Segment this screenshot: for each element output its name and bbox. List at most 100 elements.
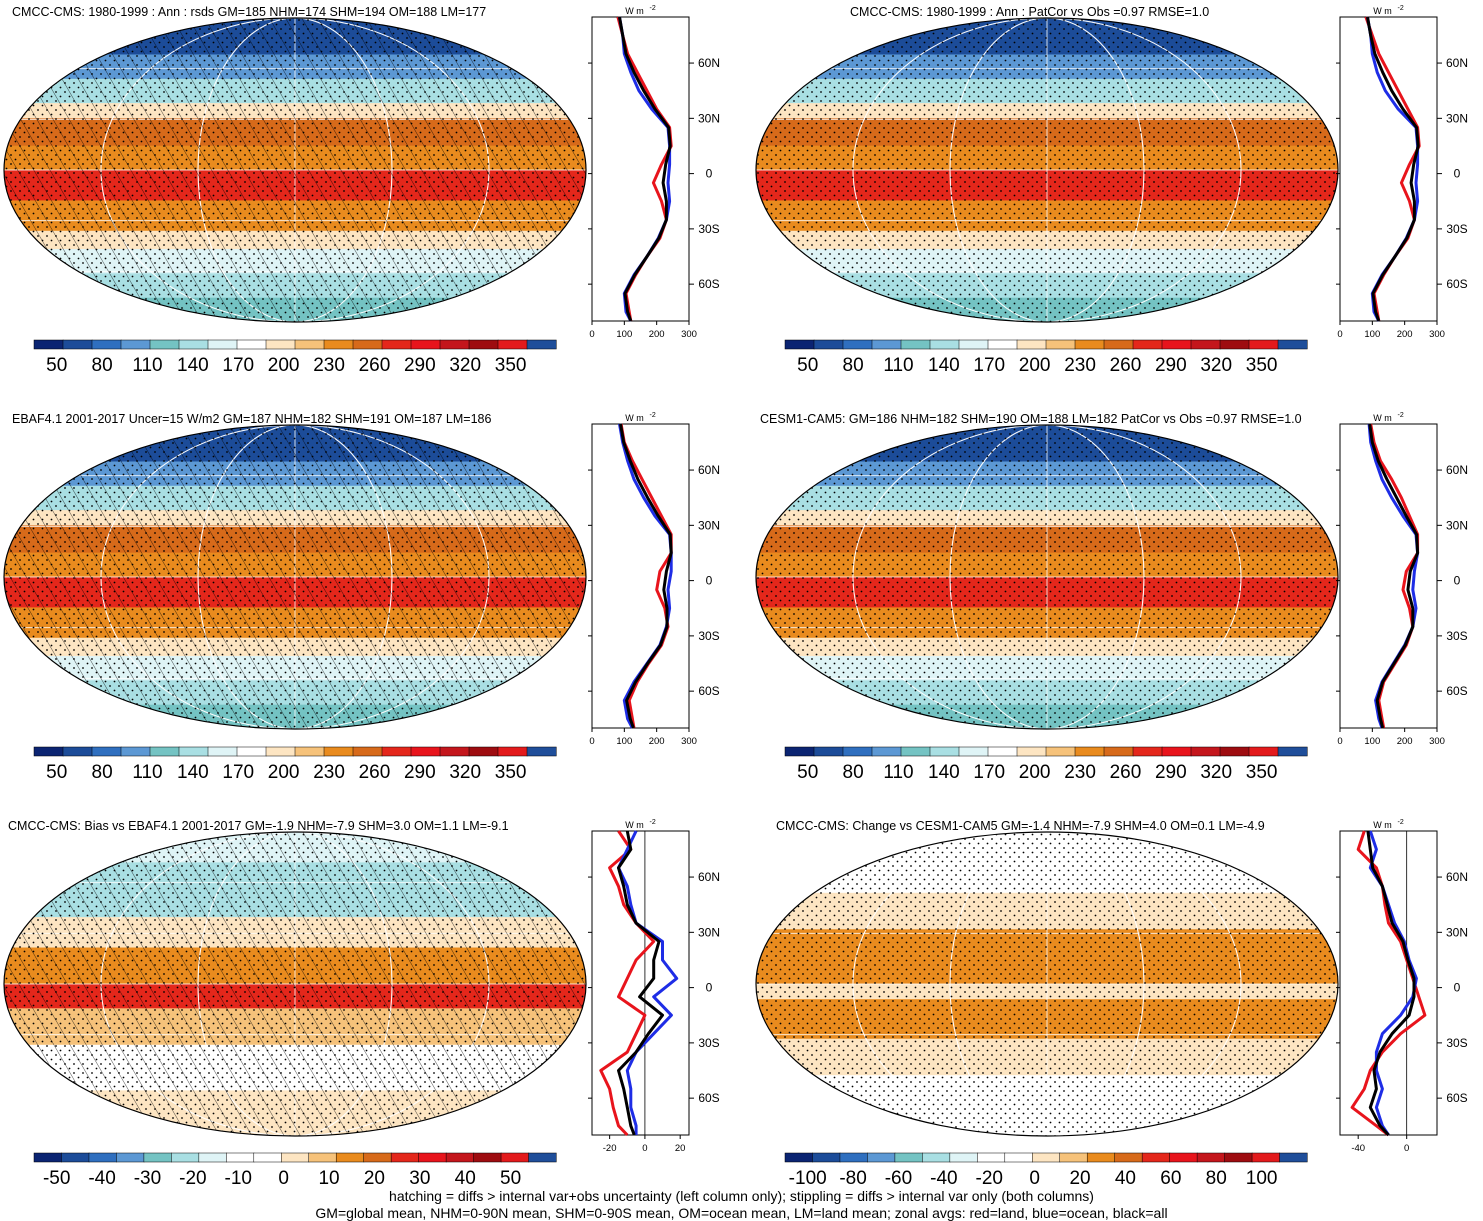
colorbar-tick-label: 80 xyxy=(1206,1168,1227,1189)
lat-tick-label: 30N xyxy=(1446,925,1468,939)
colorbar-swatch xyxy=(1086,1152,1116,1163)
colorbar-swatch xyxy=(1251,1152,1281,1163)
zonal-series-black xyxy=(617,830,664,1136)
colorbar-swatch xyxy=(281,1152,310,1163)
lat-tick-label: 60S xyxy=(698,277,719,291)
colorbar-swatch xyxy=(1103,746,1134,757)
zonal-series-red xyxy=(599,830,656,1137)
lat-tick-label: 0 xyxy=(706,981,713,995)
colorbar-swatch xyxy=(1190,339,1221,350)
colorbar-tick-label: 230 xyxy=(313,355,345,376)
colorbar-tick-label: 170 xyxy=(973,355,1005,376)
colorbar-swatch xyxy=(1132,339,1163,350)
panel-title: CESM1-CAM5: GM=186 NHM=182 SHM=190 OM=18… xyxy=(760,412,1302,426)
lat-tick-label: 30N xyxy=(698,925,720,939)
x-tick-label: 100 xyxy=(616,329,632,340)
colorbar-tick-label: -10 xyxy=(225,1168,252,1189)
global-map xyxy=(755,831,1339,1137)
colorbar-tick-label: 80 xyxy=(92,762,113,783)
colorbar-tick-label: -20 xyxy=(976,1168,1003,1189)
lat-tick-label: 0 xyxy=(1454,981,1461,995)
zonal-series-black xyxy=(618,16,672,322)
colorbar-tick-label: 350 xyxy=(495,355,527,376)
colorbar-tick-label: -80 xyxy=(839,1168,866,1189)
global-map xyxy=(755,424,1339,730)
zonal-series-blue xyxy=(618,423,673,729)
colorbar-swatch xyxy=(410,339,441,350)
colorbar-tick-label: 60 xyxy=(1160,1168,1181,1189)
colorbar-swatch xyxy=(949,1152,978,1163)
units-label: W m xyxy=(625,6,644,16)
colorbar-tick-label: 320 xyxy=(1200,762,1232,783)
colorbar-swatch xyxy=(497,339,528,350)
colorbar-swatch xyxy=(91,746,122,757)
lat-tick-label: 60S xyxy=(698,1091,719,1105)
x-tick-label: -20 xyxy=(603,1143,617,1154)
colorbar-swatch xyxy=(1074,339,1105,350)
lat-tick-label: 60N xyxy=(698,870,720,884)
colorbar-tick-label: 170 xyxy=(222,762,254,783)
colorbar-swatch xyxy=(842,339,873,350)
colorbar-tick-label: -20 xyxy=(179,1168,206,1189)
colorbar-swatch xyxy=(528,1152,557,1163)
colorbar: 50 80 110 140 170 200 230 260 290 320 350 xyxy=(784,746,1308,783)
colorbar-swatch xyxy=(149,339,180,350)
zonal-average-plot: W m -2 60N 30N 0 30S 60S 0 100 200 300 xyxy=(588,5,720,340)
colorbar-swatch xyxy=(813,746,844,757)
colorbar-tick-label: 260 xyxy=(1110,762,1142,783)
colorbar-swatch xyxy=(473,1152,502,1163)
lat-tick-label: 30N xyxy=(698,111,720,125)
colorbar-swatch xyxy=(33,1152,63,1163)
colorbar-tick-label: 230 xyxy=(1064,762,1096,783)
colorbar-swatch xyxy=(418,1152,447,1163)
colorbar-swatch xyxy=(120,746,151,757)
colorbar-tick-label: 140 xyxy=(177,762,209,783)
lat-tick-label: 60N xyxy=(1446,870,1468,884)
x-tick-label: 0 xyxy=(1404,1143,1409,1154)
colorbar-tick-label: 350 xyxy=(495,762,527,783)
colorbar-swatch xyxy=(1059,1152,1088,1163)
colorbar-swatch xyxy=(1103,339,1134,350)
colorbar-tick-label: 260 xyxy=(1110,355,1142,376)
colorbar-swatch xyxy=(439,339,470,350)
colorbar-swatch xyxy=(439,746,470,757)
colorbar-swatch xyxy=(335,1152,365,1163)
lat-tick-label: 0 xyxy=(1454,574,1461,588)
colorbar: -50 -40 -30 -20 -10 0 10 20 30 40 50 xyxy=(33,1152,557,1189)
colorbar-tick-label: 30 xyxy=(409,1168,430,1189)
colorbar-swatch xyxy=(1248,339,1279,350)
lat-tick-label: 60S xyxy=(1446,277,1467,291)
colorbar-swatch xyxy=(1032,1152,1061,1163)
colorbar-swatch xyxy=(1045,339,1076,350)
x-tick-label: 20 xyxy=(675,1143,686,1154)
colorbar-tick-label: 320 xyxy=(449,762,481,783)
colorbar-swatch xyxy=(1141,1152,1171,1163)
footer-legend-line1: hatching = diffs > internal var+obs unce… xyxy=(389,1188,1094,1204)
lat-tick-label: 30N xyxy=(1446,111,1468,125)
colorbar-tick-label: 50 xyxy=(797,355,818,376)
colorbar-swatch xyxy=(812,1152,841,1163)
colorbar-tick-label: 110 xyxy=(883,762,913,783)
global-map xyxy=(3,17,587,323)
colorbar-swatch xyxy=(294,746,325,757)
panel-title: EBAF4.1 2001-2017 Uncer=15 W/m2 GM=187 N… xyxy=(12,412,491,426)
colorbar-swatch xyxy=(900,339,931,350)
panel-title: CMCC-CMS: 1980-1999 : Ann : PatCor vs Ob… xyxy=(850,5,1209,19)
colorbar-tick-label: 40 xyxy=(455,1168,476,1189)
colorbar-swatch xyxy=(198,1152,227,1163)
lat-tick-label: 30S xyxy=(698,222,719,236)
zonal-average-plot: W m -2 60N 30N 0 30S 60S 0 100 200 300 xyxy=(1336,5,1468,340)
colorbar-tick-label: 80 xyxy=(843,762,864,783)
lat-tick-label: 60S xyxy=(1446,1091,1467,1105)
x-tick-label: 300 xyxy=(681,736,697,747)
colorbar-tick-label: 230 xyxy=(1064,355,1096,376)
colorbar-swatch xyxy=(178,746,209,757)
x-tick-label: 100 xyxy=(1364,329,1380,340)
colorbar-tick-label: -40 xyxy=(930,1168,957,1189)
colorbar-swatch xyxy=(265,746,296,757)
zonal-series-black xyxy=(1368,423,1420,729)
x-tick-label: 200 xyxy=(649,329,665,340)
lat-tick-label: 0 xyxy=(706,574,713,588)
lat-tick-label: 60S xyxy=(1446,684,1467,698)
colorbar-swatch xyxy=(900,746,931,757)
